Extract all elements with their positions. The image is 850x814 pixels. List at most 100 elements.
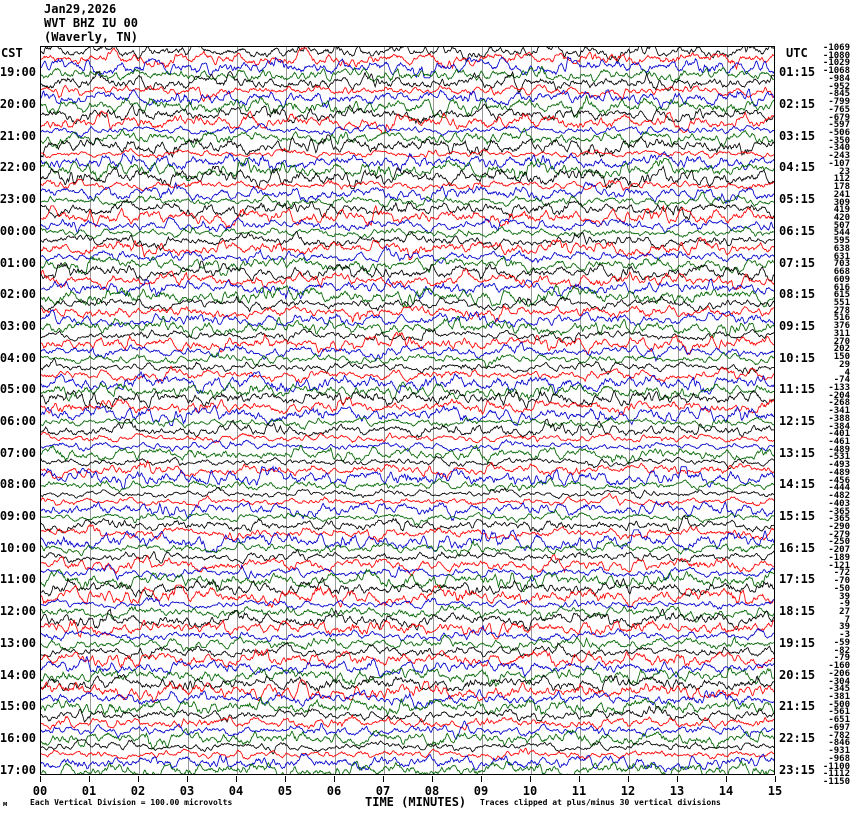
trace-row-25 — [41, 237, 774, 261]
utc-time-label-0315: 03:15 — [779, 128, 816, 143]
amplitude-value-23: 507 — [833, 220, 850, 231]
trace-row-65 — [41, 553, 774, 577]
trace-row-37 — [41, 331, 774, 355]
amplitude-value-49: -384 — [828, 421, 850, 432]
amplitude-value-51: -461 — [828, 437, 850, 448]
trace-row-5 — [41, 84, 774, 103]
trace-row-84 — [41, 705, 774, 723]
trace-row-72 — [41, 608, 774, 632]
amplitude-value-1: -1080 — [822, 50, 850, 61]
trace-row-64 — [41, 548, 774, 565]
x-tick-label-06: 06 — [326, 784, 342, 798]
amplitude-value-95: -1150 — [822, 777, 850, 787]
trace-row-49 — [41, 431, 774, 444]
utc-time-label-1115: 11:15 — [779, 382, 816, 397]
x-tick-label-10: 10 — [522, 784, 538, 798]
trace-row-90 — [41, 752, 774, 773]
amplitude-value-7: -799 — [828, 97, 850, 108]
amplitude-value-76: -3 — [839, 630, 850, 641]
amplitude-value-4: -984 — [828, 73, 850, 84]
amplitude-value-12: -350 — [828, 135, 850, 146]
trace-row-88 — [41, 738, 774, 755]
trace-row-55 — [41, 477, 774, 493]
cst-time-label-1500: 15:00 — [0, 699, 36, 714]
amplitude-value-0: -1069 — [822, 43, 850, 53]
trace-row-31 — [41, 283, 774, 308]
x-tick-label-03: 03 — [179, 784, 195, 798]
x-tick-label-00: 00 — [32, 784, 48, 798]
amplitude-value-93: -1100 — [822, 761, 850, 772]
amplitude-value-65: -207 — [828, 545, 850, 556]
amplitude-value-24: 544 — [833, 228, 850, 239]
trace-row-3 — [41, 65, 774, 83]
trace-row-71 — [41, 603, 774, 624]
left-time-axis: 19:00 20:00 21:00 22:00 23:00 00:00 01:00 02:00… — [0, 0, 40, 814]
amplitude-value-69: -70 — [833, 576, 850, 587]
amplitude-value-56: -456 — [828, 475, 850, 486]
trace-row-28 — [41, 260, 774, 283]
cst-time-label-2200: 22:00 — [0, 160, 36, 175]
amplitude-value-34: 278 — [833, 305, 850, 316]
cst-time-label-1700: 17:00 — [0, 762, 36, 777]
trace-row-59 — [41, 508, 774, 526]
trace-row-63 — [41, 539, 774, 558]
amplitude-value-2: -1029 — [822, 58, 850, 69]
amplitude-value-54: -493 — [828, 460, 850, 471]
trace-row-70 — [41, 596, 774, 610]
cst-time-label-0000: 00:00 — [0, 223, 36, 238]
trace-row-50 — [41, 439, 774, 452]
cst-time-label-0700: 07:00 — [0, 445, 36, 460]
amplitude-value-84: -381 — [828, 692, 850, 702]
cst-time-label-1200: 12:00 — [0, 604, 36, 619]
right-timezone-label: UTC — [786, 46, 808, 60]
amplitude-value-3: -1068 — [822, 66, 850, 77]
trace-row-58 — [41, 500, 774, 522]
gridline-minute-7 — [384, 47, 385, 774]
gridline-minute-8 — [433, 47, 434, 774]
amplitude-value-67: -121 — [828, 560, 850, 571]
trace-row-4 — [41, 70, 774, 94]
cst-time-label-1300: 13:00 — [0, 635, 36, 650]
header-location: (Waverly, TN) — [44, 30, 138, 44]
amplitude-value-85: -500 — [828, 699, 850, 710]
cst-time-label-0200: 02:00 — [0, 287, 36, 302]
amplitude-value-9: -679 — [828, 112, 850, 123]
trace-row-17 — [41, 178, 774, 192]
trace-row-53 — [41, 459, 774, 480]
utc-time-label-1015: 10:15 — [779, 350, 816, 365]
amplitude-value-73: 27 — [839, 607, 850, 618]
x-tick-label-09: 09 — [473, 784, 489, 798]
trace-row-26 — [41, 245, 774, 265]
amplitude-value-18: 178 — [833, 182, 850, 193]
amplitude-value-30: 609 — [833, 274, 850, 285]
trace-row-7 — [41, 94, 774, 118]
cst-time-label-1400: 14:00 — [0, 667, 36, 682]
trace-row-44 — [41, 389, 774, 410]
amplitude-value-26: 638 — [833, 243, 850, 254]
x-tick-06 — [334, 776, 335, 782]
utc-time-label-0915: 09:15 — [779, 318, 816, 333]
x-tick-03 — [187, 776, 188, 782]
header-block: Jan29,2026 WVT BHZ IU 00 (Waverly, TN) — [44, 2, 138, 44]
utc-time-label-1215: 12:15 — [779, 414, 816, 428]
x-tick-15 — [775, 776, 776, 782]
amplitude-value-13: -340 — [828, 143, 850, 154]
utc-time-label-1815: 18:15 — [779, 604, 816, 619]
seismic-traces — [41, 47, 774, 774]
trace-row-41 — [41, 365, 774, 384]
trace-row-47 — [41, 416, 774, 431]
trace-row-74 — [41, 624, 774, 642]
utc-time-label-2015: 20:15 — [779, 667, 816, 682]
trace-row-68 — [41, 576, 774, 599]
helicorder-plot[interactable] — [40, 46, 775, 775]
trace-row-10 — [41, 123, 774, 139]
amplitude-value-39: 202 — [833, 344, 850, 355]
amplitude-value-61: -365 — [828, 514, 850, 525]
trace-row-1 — [41, 47, 774, 71]
trace-row-76 — [41, 641, 774, 660]
utc-time-label-0815: 08:15 — [779, 287, 816, 302]
trace-row-39 — [41, 351, 774, 369]
amplitude-value-78: -82 — [833, 645, 850, 656]
trace-row-20 — [41, 198, 774, 221]
trace-row-13 — [41, 147, 774, 159]
